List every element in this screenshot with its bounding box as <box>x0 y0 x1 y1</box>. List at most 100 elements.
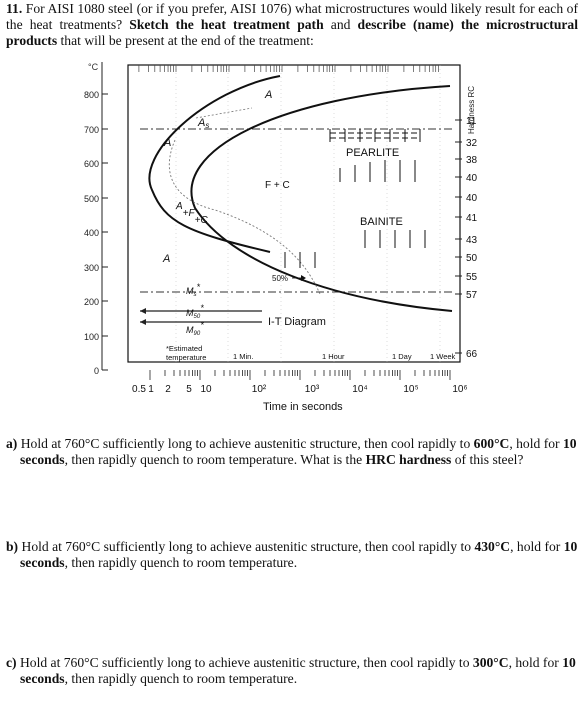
part-a-label: a) <box>6 436 18 451</box>
part-a-text-3: , then rapidly quench to room temperatur… <box>64 452 363 467</box>
part-c-text-3: , then rapidly quench to room temperatur… <box>64 671 298 686</box>
svg-text:Ms*: Ms* <box>186 282 201 298</box>
hardness-value: 40 <box>466 193 478 204</box>
m50-label: M <box>186 308 194 318</box>
hardness-value: 43 <box>466 235 478 246</box>
ms-label: M <box>186 286 194 296</box>
time-marker-hour: 1 Hour <box>322 352 345 361</box>
region-afc-f: +F <box>183 208 196 219</box>
region-as: A <box>197 117 205 129</box>
region-afc-a: A <box>175 201 183 212</box>
region-a-700: A <box>163 137 171 149</box>
region-as-sub: s <box>205 121 209 130</box>
y-tick-label: 500 <box>84 194 99 204</box>
region-a-top: A <box>264 89 272 101</box>
part-c-text-1: Hold at 760°C sufficiently long to achie… <box>19 655 470 670</box>
x-axis-title: Time in seconds <box>263 401 343 413</box>
hardness-value: 50 <box>466 253 478 264</box>
fifty-percent-curve <box>168 139 321 295</box>
hardness-value: 11 <box>466 116 477 127</box>
part-b: b) Hold at 760°C sufficiently long to ac… <box>6 539 587 571</box>
part-b-time: 10 seconds <box>20 539 578 570</box>
it-diagram-label: I-T Diagram <box>268 316 326 328</box>
finish-curve <box>190 85 453 312</box>
part-b-text-3: , then rapidly quench to room temperatur… <box>64 555 298 570</box>
ms-sub: s <box>194 292 197 298</box>
part-a-text-1: Hold at 760°C sufficiently long to achie… <box>20 436 471 451</box>
part-b-label: b) <box>6 539 19 554</box>
part-c-temp: 300°C <box>472 655 509 670</box>
grid-lines <box>138 65 441 362</box>
y-tick-label: 200 <box>84 297 99 307</box>
x-tick-label: 5 <box>186 384 192 395</box>
y-tick-label: 100 <box>84 332 99 342</box>
intro-text-3: that will be present at the end of the t… <box>60 33 314 48</box>
hardness-value: 55 <box>466 272 478 283</box>
x-tick-label: 10³ <box>305 384 320 395</box>
x-tick-label: 2 <box>165 384 171 395</box>
y-tick-label: 400 <box>84 228 99 238</box>
y-tick-label: 600 <box>84 159 99 169</box>
intro-text-2: and <box>330 17 351 32</box>
m50-sub: 50 <box>194 314 201 320</box>
temp-unit-label: °C <box>88 62 99 72</box>
part-a-text-2: , hold for <box>509 436 560 451</box>
fifty-percent-label: 50% <box>272 274 288 283</box>
y-tick-label: 700 <box>84 125 99 135</box>
hardness-values: 11 32 38 40 40 41 43 50 55 57 66 <box>455 116 478 360</box>
m90-label: M <box>186 325 194 335</box>
x-tick-label: 10² <box>252 384 267 395</box>
m90-sub: 90 <box>194 331 201 337</box>
part-a-hrc: HRC hardness <box>365 452 452 467</box>
part-b-text-1: Hold at 760°C sufficiently long to achie… <box>21 539 472 554</box>
part-b-temp: 430°C <box>474 539 511 554</box>
hardness-value: 57 <box>466 290 478 301</box>
hardness-value: 40 <box>466 173 478 184</box>
part-c: c) Hold at 760°C sufficiently long to ac… <box>6 655 587 687</box>
hardness-value: 66 <box>466 349 478 360</box>
x-axis-labels: 0.5 1 2 5 10 10² 10³ 10⁴ 10⁵ 10⁶ <box>132 384 468 395</box>
part-a-temp: 600°C <box>473 436 510 451</box>
part-c-text-2: , hold for <box>508 655 559 670</box>
x-tick-label: 10⁵ <box>403 384 418 395</box>
hardness-axis-label: Hardness RC <box>467 86 476 134</box>
x-tick-label: 10⁶ <box>452 384 467 395</box>
region-pearlite: PEARLITE <box>346 147 399 159</box>
time-marker-week: 1 Week <box>430 352 456 361</box>
intro-bold-1: Sketch the heat treatment path <box>129 17 324 32</box>
part-c-time: 10 seconds <box>20 655 576 686</box>
hardness-value: 32 <box>466 138 478 149</box>
y-tick-label: 300 <box>84 263 99 273</box>
y-axis-ticks: 800 700 600 500 400 300 200 100 0 <box>84 90 108 376</box>
y-tick-label: 0 <box>94 366 99 376</box>
intro-text-1: For AISI 1080 steel (or if you prefer, A… <box>6 1 578 32</box>
svg-text:As: As <box>197 117 209 130</box>
svg-text:M90*: M90* <box>186 320 204 337</box>
x-axis-minor-ticks <box>149 370 451 380</box>
part-a-time: 10 seconds <box>20 436 577 467</box>
region-bainite: BAINITE <box>360 216 403 228</box>
ms-star: * <box>197 282 201 292</box>
part-b-text-2: , hold for <box>510 539 561 554</box>
x-tick-label: 1 <box>148 384 154 395</box>
start-curve <box>148 75 281 253</box>
region-fc: F + C <box>265 180 290 191</box>
time-marker-minute: 1 Min. <box>233 352 253 361</box>
hardness-value: 38 <box>466 155 478 166</box>
time-marker-day: 1 Day <box>392 352 412 361</box>
m50-star: * <box>200 303 204 313</box>
region-afc-c: +C <box>195 215 209 226</box>
svg-text:A+F+C: A+F+C <box>175 201 208 226</box>
m90-star: * <box>200 320 204 330</box>
x-tick-label: 0.5 <box>132 384 146 395</box>
svg-text:M50*: M50* <box>186 303 204 320</box>
it-diagram: °C 800 700 600 500 400 300 200 100 0 Hardness RC… <box>84 62 478 413</box>
x-tick-label: 10 <box>200 384 212 395</box>
region-a-low: A <box>162 253 170 265</box>
y-tick-label: 800 <box>84 90 99 100</box>
estimated-label-1: *Estimated <box>166 344 202 353</box>
question-intro: 11. For AISI 1080 steel (or if you prefe… <box>6 1 578 49</box>
estimated-label-2: temperature <box>166 353 206 362</box>
intro-bold-2: describe (name) the microstructural prod… <box>6 17 578 48</box>
part-a: a) Hold at 760°C sufficiently long to ac… <box>6 436 587 468</box>
